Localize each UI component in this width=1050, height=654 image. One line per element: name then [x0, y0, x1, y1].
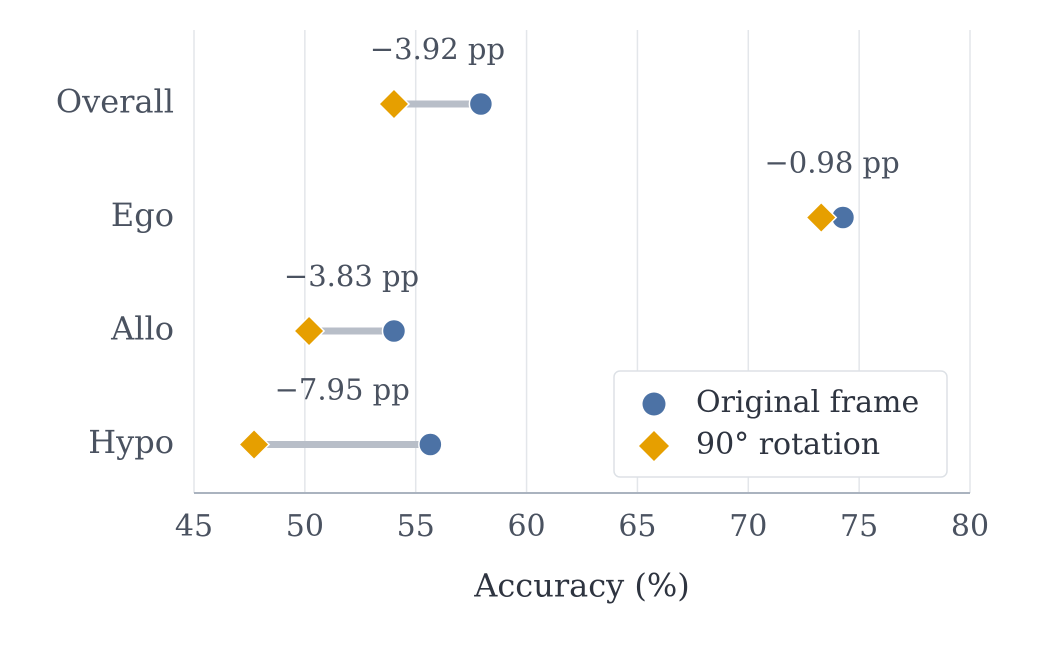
legend-diamond — [639, 431, 669, 461]
diamond-marker — [293, 314, 326, 348]
diamond-marker — [377, 87, 411, 121]
y-tick-label: Hypo — [88, 423, 174, 461]
x-tick-label: 60 — [507, 509, 545, 544]
legend-label: 90° rotation — [696, 427, 880, 462]
diamond-marker — [238, 428, 271, 461]
circle-marker — [418, 432, 443, 457]
difference-label: −3.83 pp — [284, 259, 419, 293]
y-tick-label: Overall — [56, 83, 174, 121]
legend-circle — [642, 392, 666, 416]
x-tick-label: 70 — [729, 509, 767, 544]
x-tick-label: 50 — [286, 509, 324, 544]
legend-box — [613, 370, 948, 478]
x-tick-label: 65 — [618, 509, 656, 544]
x-axis-label: Accuracy (%) — [473, 567, 689, 605]
legend: Original frame 90° rotation — [613, 370, 948, 478]
difference-label: −3.92 pp — [370, 32, 505, 66]
difference-label: −0.98 pp — [764, 146, 899, 180]
x-tick-label: 55 — [397, 509, 435, 544]
x-tick-label: 75 — [840, 509, 878, 544]
circle-marker — [468, 91, 494, 117]
difference-label: −7.95 pp — [275, 373, 410, 407]
y-tick-label: Allo — [110, 310, 174, 348]
x-tick-label: 80 — [951, 509, 989, 544]
diamond-marker — [805, 201, 838, 234]
x-tick-label: 45 — [175, 509, 213, 544]
circle-marker — [381, 318, 407, 344]
legend-label: Original frame — [696, 385, 919, 420]
y-tick-label: Ego — [111, 196, 174, 234]
